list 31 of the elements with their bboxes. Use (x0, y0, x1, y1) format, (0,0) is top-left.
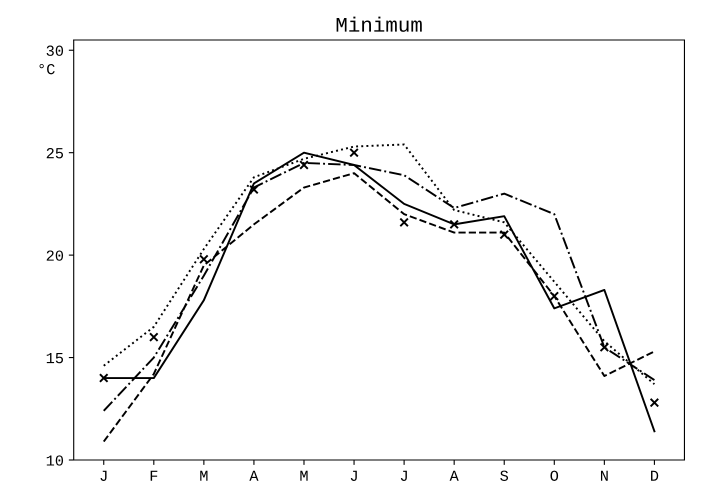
x-tick-label: M (300, 470, 308, 481)
point (98, 373, 109, 383)
x-tick-label: J (350, 470, 357, 481)
chart-title: Minimum (336, 16, 422, 32)
point (600, 342, 610, 352)
y-tick-label: 10 (46, 455, 64, 466)
x-tick-label: F (150, 470, 158, 481)
x-tick-label: J (400, 470, 407, 481)
x-tick-label: A (450, 470, 459, 481)
point (299, 160, 309, 170)
y-tick-label: 20 (46, 250, 64, 261)
y-tick-label: 25 (46, 148, 64, 158)
y-tick-label: 15 (46, 353, 64, 364)
point (199, 254, 209, 264)
x-tick-label: S (500, 470, 508, 481)
point (550, 291, 560, 301)
point (249, 184, 259, 194)
x-tick-label: O (550, 470, 558, 481)
point (650, 398, 660, 408)
point (449, 220, 459, 230)
point (499, 230, 510, 240)
y-axis-title: °C (39, 64, 55, 74)
x-tick-label: D (651, 470, 658, 481)
point (399, 218, 409, 228)
x-tick-label: J (100, 470, 107, 481)
y-tick-label: 30 (46, 46, 64, 56)
x-tick-label: A (249, 470, 259, 481)
x-tick-label: M (200, 470, 208, 481)
point (349, 148, 359, 158)
x-tick-label: N (600, 470, 608, 481)
point (149, 332, 159, 342)
